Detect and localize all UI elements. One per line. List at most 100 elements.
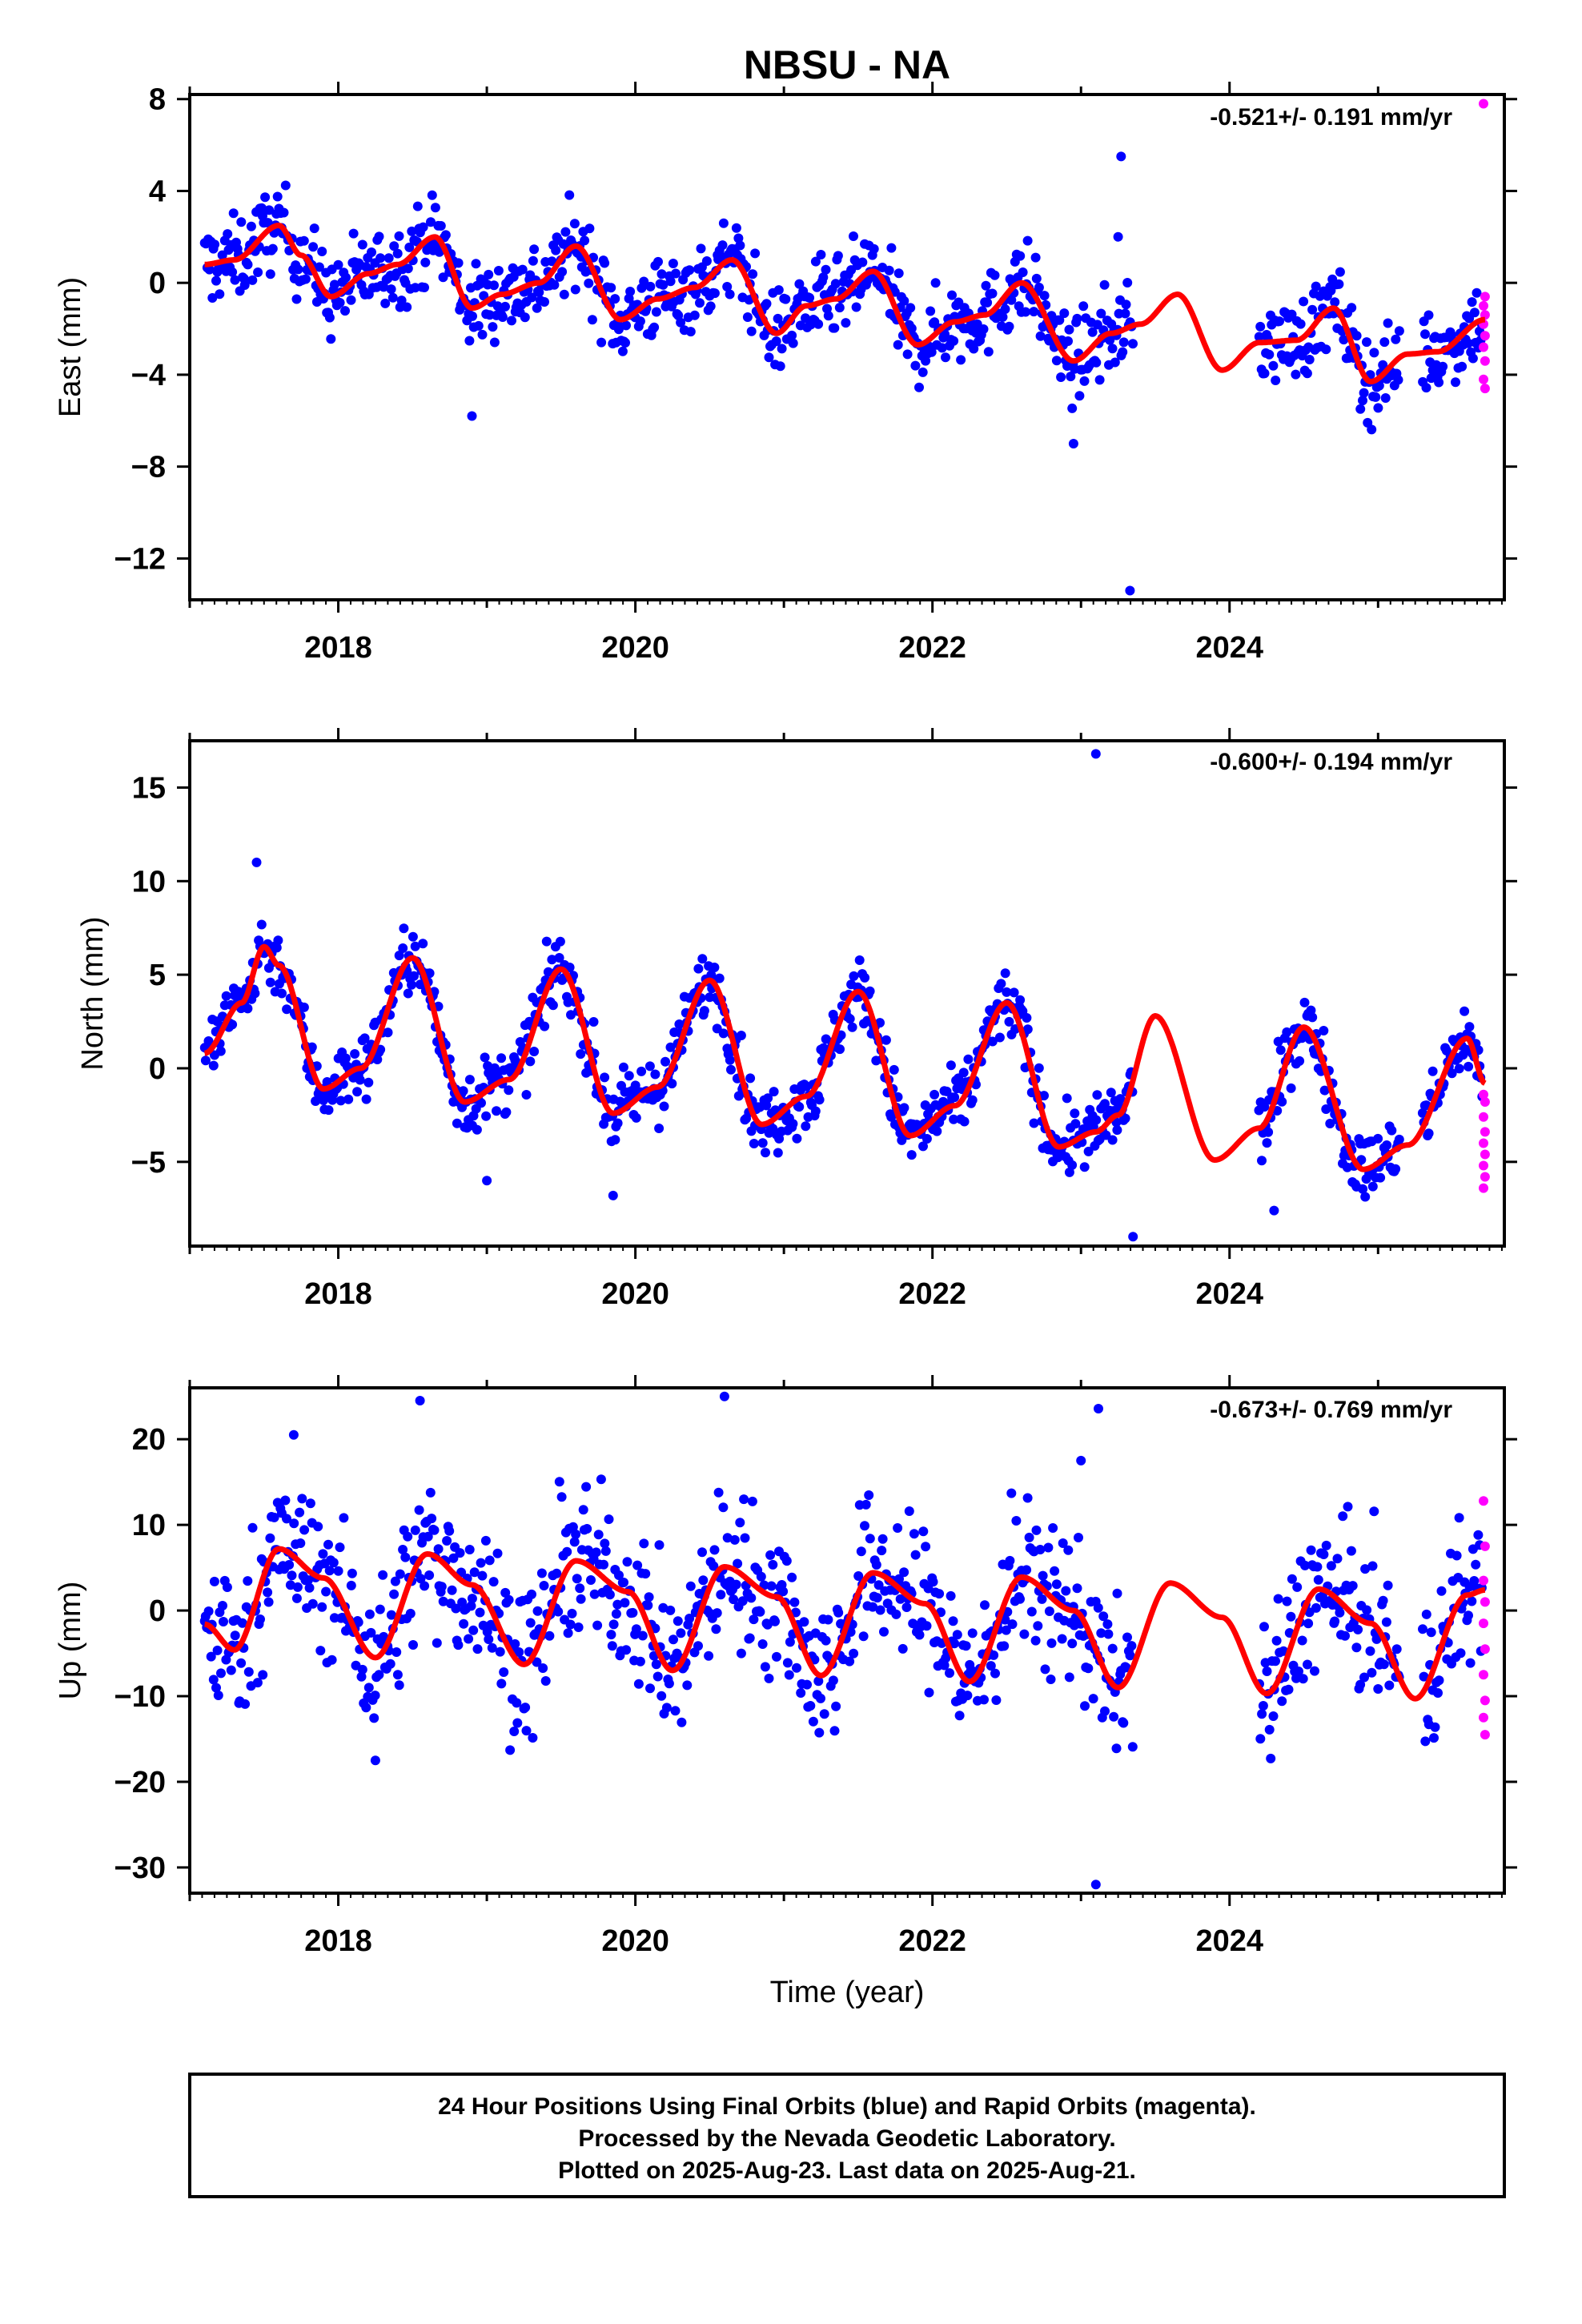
final-point: [1079, 376, 1090, 386]
final-point: [359, 1033, 370, 1043]
final-point: [1058, 1538, 1068, 1548]
final-point: [473, 320, 484, 331]
final-point: [1367, 1667, 1377, 1678]
final-point: [1295, 1055, 1305, 1066]
final-point: [250, 988, 260, 999]
final-point: [287, 1570, 297, 1581]
final-point: [1347, 303, 1357, 313]
final-point: [1103, 1629, 1114, 1639]
final-point: [489, 337, 500, 348]
final-point: [265, 269, 275, 279]
final-point: [1282, 1596, 1292, 1606]
final-point: [576, 1594, 586, 1604]
final-point: [612, 1118, 623, 1128]
final-point: [361, 1703, 371, 1713]
final-point: [1070, 1119, 1081, 1129]
final-point: [539, 1581, 549, 1590]
final-point: [772, 1651, 781, 1662]
final-point: [697, 1547, 707, 1558]
final-point: [1044, 1606, 1054, 1616]
rapid-point: [1480, 331, 1490, 341]
final-point: [718, 1502, 729, 1513]
final-point: [1427, 1066, 1438, 1076]
final-point: [243, 1576, 253, 1586]
final-point: [1371, 1634, 1382, 1644]
final-point: [477, 1570, 488, 1581]
final-point: [444, 1526, 455, 1536]
final-point: [823, 1614, 833, 1625]
outlier-point: [251, 857, 262, 867]
y-tick-label: −12: [114, 542, 166, 576]
final-point: [749, 1139, 759, 1148]
final-point: [945, 1668, 954, 1679]
final-point: [656, 1691, 667, 1701]
final-point: [1120, 308, 1130, 319]
final-point: [673, 1616, 683, 1626]
final-point: [1471, 1559, 1481, 1570]
final-point: [1454, 1513, 1464, 1523]
final-point: [448, 1553, 459, 1563]
final-point: [499, 1667, 509, 1677]
final-point: [611, 1609, 621, 1619]
outlier-point: [1090, 1880, 1101, 1890]
final-point: [1100, 1099, 1110, 1109]
final-point: [620, 1598, 630, 1608]
final-point: [761, 1148, 770, 1158]
final-point: [215, 289, 225, 300]
final-point: [1302, 368, 1312, 379]
final-point: [653, 256, 663, 267]
final-point: [416, 1574, 426, 1584]
final-point: [750, 248, 761, 259]
final-point: [773, 313, 783, 324]
final-point: [926, 306, 936, 316]
final-point: [1029, 307, 1039, 317]
final-point: [664, 1679, 674, 1689]
final-point: [1423, 310, 1434, 320]
final-point: [363, 1683, 374, 1693]
final-point: [367, 247, 376, 257]
final-point: [1438, 361, 1448, 372]
final-point: [500, 1587, 511, 1598]
final-point: [1074, 391, 1085, 401]
final-point: [385, 1659, 396, 1669]
final-point: [427, 190, 437, 200]
final-point: [1295, 319, 1306, 329]
rate-text: -0.600+/- 0.194 mm/yr: [1210, 749, 1452, 775]
final-point: [996, 979, 1006, 989]
final-point: [247, 275, 258, 285]
final-point: [1263, 1127, 1274, 1137]
y-tick-label: −20: [114, 1766, 166, 1799]
footer-line-3: Plotted on 2025-Aug-23. Last data on 202…: [558, 2157, 1136, 2184]
final-point: [794, 279, 805, 289]
final-point: [1271, 376, 1281, 385]
final-point: [215, 1046, 226, 1056]
final-point: [392, 1670, 403, 1680]
final-point: [1264, 349, 1275, 360]
final-point: [947, 290, 957, 300]
final-point: [497, 312, 508, 322]
outlier-point: [1116, 151, 1126, 162]
final-point: [560, 227, 571, 237]
final-point: [386, 284, 396, 295]
x-tick-label: 2020: [601, 1924, 669, 1958]
final-point: [607, 1641, 617, 1651]
final-point: [277, 988, 287, 999]
final-point: [1009, 987, 1019, 998]
final-point: [769, 1087, 779, 1097]
final-point: [777, 344, 787, 354]
final-point: [576, 1049, 586, 1059]
final-point: [207, 293, 218, 303]
final-point: [764, 1673, 774, 1683]
final-point: [814, 1727, 825, 1738]
final-point: [1383, 1580, 1393, 1590]
final-point: [1035, 331, 1046, 341]
final-point: [1054, 315, 1065, 325]
final-point: [1271, 1635, 1282, 1646]
final-point: [676, 1628, 686, 1638]
final-point: [600, 1538, 610, 1549]
final-point: [357, 239, 367, 250]
final-point: [1334, 279, 1344, 289]
final-point: [505, 1745, 516, 1755]
final-point: [528, 255, 538, 266]
final-point: [693, 1641, 703, 1651]
